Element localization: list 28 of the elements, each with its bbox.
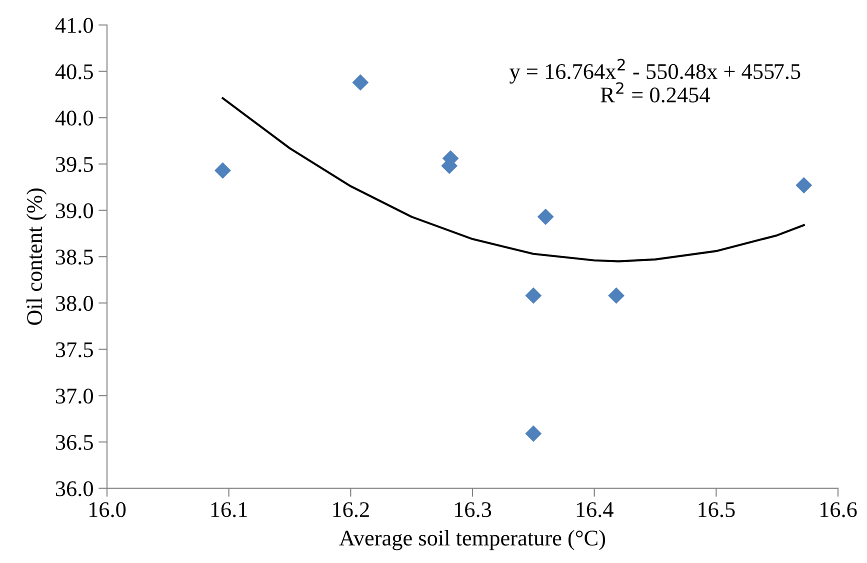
point: [537, 208, 554, 226]
point: [608, 287, 624, 304]
y-tick-label: 38.0: [56, 296, 93, 312]
y-tick-label: 39.0: [56, 203, 93, 218]
y-tick-label: 40.5: [55, 64, 93, 80]
x-tick-label: 16.0: [90, 502, 126, 518]
y-tick-label: 41.0: [55, 18, 93, 34]
y-tick-label: 38.5: [56, 250, 93, 265]
y-tick-label: 37.5: [56, 342, 93, 358]
x-tick-label: 16.5: [698, 502, 735, 518]
y-axis-title: Oil content (%): [26, 188, 47, 325]
y-tick-label: 39.5: [56, 156, 93, 172]
x-tick-label: 16.6: [820, 502, 857, 518]
y-tick-label: 40.0: [55, 110, 93, 126]
x-tick-label: 16.4: [576, 502, 614, 518]
y-tick-label: 36.0: [56, 481, 93, 496]
x-tick-label: 16.1: [211, 502, 247, 518]
point: [525, 425, 542, 442]
point: [796, 177, 812, 194]
x-tick-label: 16.2: [333, 502, 369, 518]
point: [525, 287, 542, 304]
y-tick-label: 37.0: [56, 388, 93, 404]
point: [352, 74, 369, 91]
x-tick-label: 16.3: [455, 502, 492, 518]
point: [214, 162, 231, 179]
x-axis-title: Average soil temperature (°C): [339, 530, 606, 550]
annotation: R$^{2}$ = 0.2454: [600, 82, 710, 103]
y-tick-label: 36.5: [56, 434, 93, 450]
